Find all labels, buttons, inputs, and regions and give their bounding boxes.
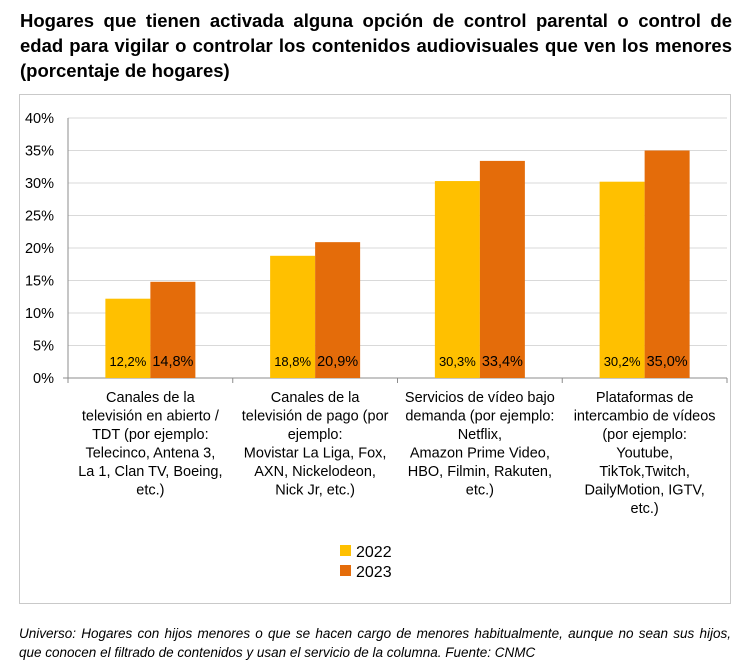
category-label-line: televisión en abierto / (82, 409, 220, 425)
legend-swatch-2023 (340, 565, 351, 576)
category-label-line: etc.) (631, 501, 659, 517)
category-label-line: (por ejemplo: (602, 427, 687, 443)
bar-2023-3 (479, 160, 525, 378)
category-label: Plataformas de intercambio de vídeos (por … (574, 390, 716, 517)
y-tick-label: 15% (25, 274, 54, 290)
data-label: 12,2% (109, 354, 146, 369)
category-label: Servicios de vídeo bajo demanda (por ejem… (405, 390, 555, 499)
category-label-line: demanda (por ejemplo: (405, 409, 554, 425)
bar-2022-1 (105, 298, 151, 378)
y-tick-label: 10% (25, 306, 54, 322)
category-label-line: La 1, Clan TV, Boeing, (78, 464, 222, 480)
category-label-line: TDT (por ejemplo: (92, 427, 209, 443)
category-label-line: DailyMotion, IGTV, (584, 483, 704, 499)
y-tick-label: 5% (33, 339, 54, 355)
data-label: 14,8% (152, 354, 193, 370)
category-label-line: Youtube, (616, 446, 673, 462)
category-label-line: Movistar La Liga, Fox, (244, 446, 387, 462)
y-tick-label: 35% (25, 144, 54, 160)
footnote: Universo: Hogares con hijos menores o qu… (19, 626, 731, 660)
category-label-line: Nick Jr, etc.) (275, 483, 355, 499)
category-label-line: etc.) (466, 483, 494, 499)
data-label: 30,3% (439, 354, 476, 369)
category-label-line: Canales de la (106, 390, 196, 406)
bar-2022-2 (270, 255, 316, 378)
category-label-line: AXN, Nickelodeon, (254, 464, 376, 480)
category-label-line: Amazon Prime Video, (410, 446, 550, 462)
legend-label: 2023 (356, 564, 392, 581)
y-tick-label: 25% (25, 209, 54, 225)
y-tick-label: 40% (25, 111, 54, 127)
bar-2023-4 (644, 150, 690, 378)
bar-2023-2 (315, 242, 361, 378)
chart-title: Hogares que tienen activada alguna opció… (20, 10, 732, 81)
data-label: 35,0% (647, 354, 688, 370)
y-tick-label: 0% (33, 371, 54, 387)
bar-chart: 0% 5% 10% 15% 20% 25% 30% 35% 40% 12,2% 14,8% Canal… (25, 111, 728, 581)
y-tick-label: 30% (25, 176, 54, 192)
category-label-line: TikTok,Twitch, (599, 464, 690, 480)
data-label: 33,4% (482, 354, 523, 370)
category-label-line: ejemplo: (288, 427, 343, 443)
category-label-line: intercambio de vídeos (574, 409, 716, 425)
category-label-line: Telecinco, Antena 3, (85, 446, 215, 462)
category-label-line: televisión de pago (por (242, 409, 389, 425)
category-label-line: Netflix, (458, 427, 502, 443)
chart-frame (19, 94, 731, 604)
category-label: Canales de la televisión de pago (por ejem… (242, 390, 389, 499)
y-tick-label: 20% (25, 241, 54, 257)
category-label-line: Servicios de vídeo bajo (405, 390, 555, 406)
legend-swatch-2022 (340, 545, 351, 556)
bar-2022-3 (434, 181, 480, 378)
bar-2023-1 (150, 281, 196, 378)
category-label-line: HBO, Filmin, Rakuten, (408, 464, 552, 480)
bar-2022-4 (599, 181, 645, 378)
category-label: Canales de la televisión en abierto / TDT … (78, 390, 222, 499)
category-label-line: Canales de la (271, 390, 361, 406)
legend-label: 2022 (356, 544, 392, 561)
category-label-line: etc.) (136, 483, 164, 499)
data-label: 18,8% (274, 354, 311, 369)
category-label-line: Plataformas de (596, 390, 694, 406)
data-label: 20,9% (317, 354, 358, 370)
data-label: 30,2% (604, 354, 641, 369)
